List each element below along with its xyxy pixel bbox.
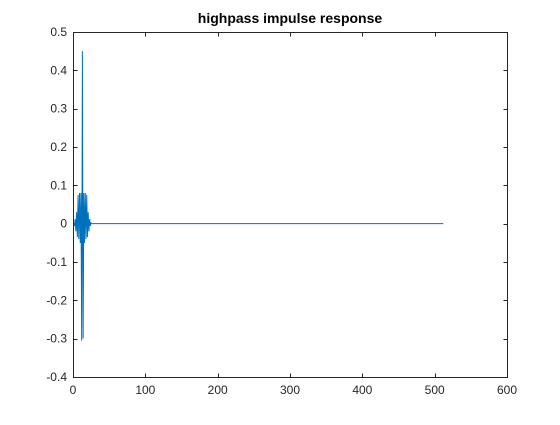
y-tick-label: 0.2 [50,140,67,154]
y-tick-label: 0.4 [50,63,67,77]
y-tick-label: 0.3 [50,102,67,116]
x-tick-label: 400 [352,383,372,397]
y-tick-label: 0.5 [50,25,67,39]
tick-labels: 0 100 200 300 400 500 600 -0.4 -0.3 -0.2 -0.1 0 0.1 0… [46,25,517,397]
axes-box [73,32,508,378]
y-tick-label: -0.2 [46,293,67,307]
y-tick-label: -0.3 [46,332,67,346]
chart-title: highpass impulse response [198,10,383,26]
y-tick-label: 0 [60,217,67,231]
x-tick-label: 100 [135,383,155,397]
x-tick-label: 200 [208,383,228,397]
series-line [73,51,444,341]
x-tick-label: 500 [425,383,445,397]
y-tick-label: -0.1 [46,255,67,269]
x-tick-label: 600 [497,383,517,397]
y-tick-label: -0.4 [46,370,67,384]
y-tick-label: 0.1 [50,178,67,192]
plot-lines [73,51,444,341]
ticks [73,32,508,378]
x-tick-label: 300 [280,383,300,397]
x-tick-label: 0 [70,383,77,397]
